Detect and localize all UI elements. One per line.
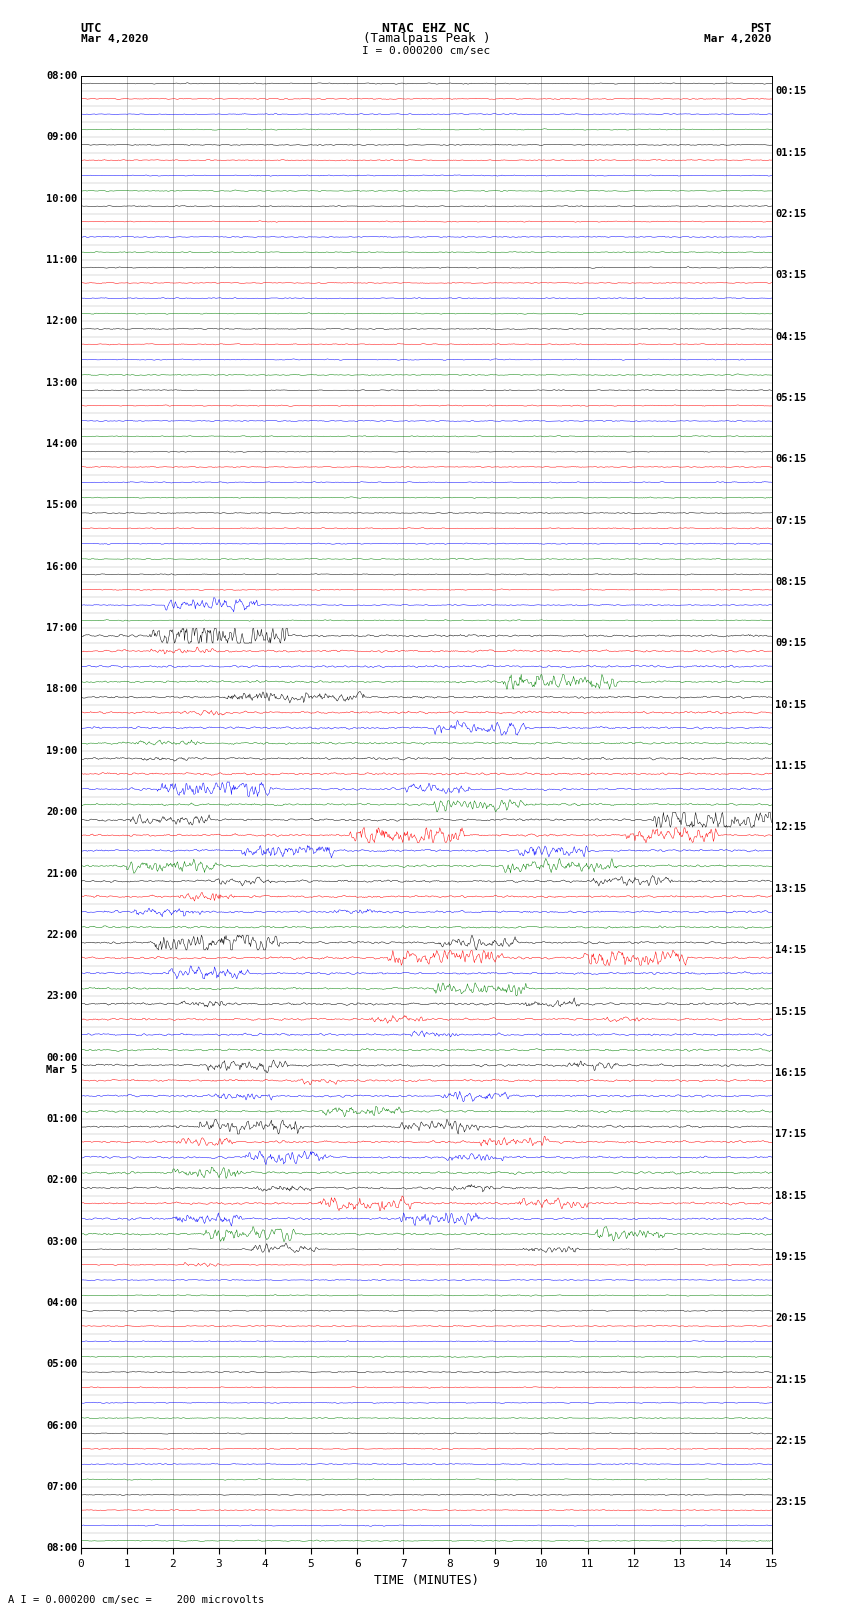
- Text: 12:00: 12:00: [46, 316, 77, 326]
- Text: 17:15: 17:15: [775, 1129, 807, 1139]
- Text: 04:15: 04:15: [775, 332, 807, 342]
- Text: 09:00: 09:00: [46, 132, 77, 142]
- Text: 22:15: 22:15: [775, 1436, 807, 1447]
- Text: 23:00: 23:00: [46, 992, 77, 1002]
- Text: 19:00: 19:00: [46, 745, 77, 756]
- Text: 15:00: 15:00: [46, 500, 77, 510]
- Text: 14:15: 14:15: [775, 945, 807, 955]
- Text: 10:15: 10:15: [775, 700, 807, 710]
- Text: 05:15: 05:15: [775, 394, 807, 403]
- Text: 02:15: 02:15: [775, 208, 807, 219]
- Text: 00:15: 00:15: [775, 85, 807, 97]
- Text: 20:00: 20:00: [46, 806, 77, 818]
- Text: 23:15: 23:15: [775, 1497, 807, 1508]
- Text: 21:15: 21:15: [775, 1374, 807, 1384]
- Text: 09:15: 09:15: [775, 639, 807, 648]
- Text: 08:00: 08:00: [46, 1544, 77, 1553]
- Text: 05:00: 05:00: [46, 1360, 77, 1369]
- Text: 16:00: 16:00: [46, 561, 77, 571]
- Text: 06:15: 06:15: [775, 455, 807, 465]
- Text: 00:00: 00:00: [46, 1053, 77, 1063]
- Text: I = 0.000200 cm/sec: I = 0.000200 cm/sec: [362, 45, 490, 56]
- Text: 15:15: 15:15: [775, 1007, 807, 1016]
- Text: 20:15: 20:15: [775, 1313, 807, 1323]
- Text: 11:15: 11:15: [775, 761, 807, 771]
- Text: Mar 4,2020: Mar 4,2020: [81, 34, 148, 44]
- Text: 02:00: 02:00: [46, 1176, 77, 1186]
- Text: 07:00: 07:00: [46, 1482, 77, 1492]
- X-axis label: TIME (MINUTES): TIME (MINUTES): [374, 1574, 479, 1587]
- Text: 01:00: 01:00: [46, 1115, 77, 1124]
- Text: A I = 0.000200 cm/sec =    200 microvolts: A I = 0.000200 cm/sec = 200 microvolts: [8, 1595, 264, 1605]
- Text: 13:15: 13:15: [775, 884, 807, 894]
- Text: 04:00: 04:00: [46, 1298, 77, 1308]
- Text: UTC: UTC: [81, 21, 102, 35]
- Text: 10:00: 10:00: [46, 194, 77, 203]
- Text: NTAC EHZ NC: NTAC EHZ NC: [382, 21, 470, 35]
- Text: 19:15: 19:15: [775, 1252, 807, 1261]
- Text: 06:00: 06:00: [46, 1421, 77, 1431]
- Text: 03:00: 03:00: [46, 1237, 77, 1247]
- Text: 08:00: 08:00: [46, 71, 77, 81]
- Text: (Tamalpais Peak ): (Tamalpais Peak ): [362, 32, 490, 45]
- Text: 18:00: 18:00: [46, 684, 77, 695]
- Text: 08:15: 08:15: [775, 577, 807, 587]
- Text: 18:15: 18:15: [775, 1190, 807, 1200]
- Text: 16:15: 16:15: [775, 1068, 807, 1077]
- Text: 14:00: 14:00: [46, 439, 77, 448]
- Text: Mar 5: Mar 5: [46, 1065, 77, 1076]
- Text: 01:15: 01:15: [775, 147, 807, 158]
- Text: 07:15: 07:15: [775, 516, 807, 526]
- Text: 12:15: 12:15: [775, 823, 807, 832]
- Text: Mar 4,2020: Mar 4,2020: [705, 34, 772, 44]
- Text: 13:00: 13:00: [46, 377, 77, 387]
- Text: 17:00: 17:00: [46, 623, 77, 632]
- Text: 21:00: 21:00: [46, 868, 77, 879]
- Text: 22:00: 22:00: [46, 929, 77, 940]
- Text: 03:15: 03:15: [775, 271, 807, 281]
- Text: PST: PST: [751, 21, 772, 35]
- Text: 11:00: 11:00: [46, 255, 77, 265]
